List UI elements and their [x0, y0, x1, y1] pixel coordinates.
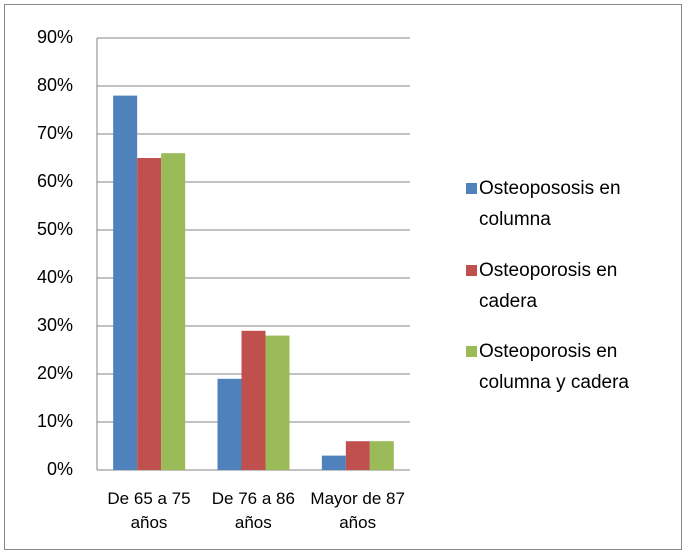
y-tick-label: 10% — [37, 411, 73, 431]
y-tick-label: 70% — [37, 123, 73, 143]
legend-swatch — [466, 346, 477, 357]
y-tick-label: 20% — [37, 363, 73, 383]
x-tick-label: Mayor de 87 años — [310, 489, 405, 532]
x-tick-label: De 65 a 75 años — [107, 489, 191, 532]
bar — [161, 153, 186, 470]
bar — [265, 335, 290, 470]
bar — [321, 455, 346, 470]
legend-label: Osteoporosis en columna y cadera — [479, 341, 629, 393]
legend-label: Osteopososis en columna — [479, 178, 621, 230]
bar — [137, 158, 162, 470]
y-tick-label: 30% — [37, 315, 73, 335]
legend-swatch — [466, 265, 477, 276]
y-tick-label: 40% — [37, 267, 73, 287]
bar — [345, 441, 370, 470]
bar — [241, 330, 266, 470]
y-tick-label: 0% — [47, 459, 73, 479]
bar — [217, 378, 242, 470]
bar — [113, 95, 138, 470]
legend-label: Osteoporosis en cadera — [479, 260, 618, 312]
bar — [369, 441, 394, 470]
y-tick-label: 60% — [37, 171, 73, 191]
y-tick-label: 80% — [37, 75, 73, 95]
legend-swatch — [466, 183, 477, 194]
y-tick-label: 90% — [37, 27, 73, 47]
y-tick-label: 50% — [37, 219, 73, 239]
chart-border — [4, 4, 682, 550]
x-tick-label: De 76 a 86 años — [211, 489, 295, 532]
